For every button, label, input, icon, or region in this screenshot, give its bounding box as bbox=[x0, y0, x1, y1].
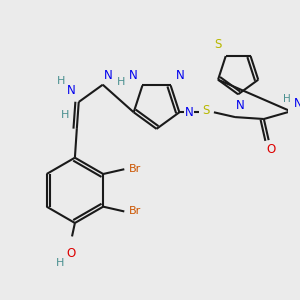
Text: H: H bbox=[283, 94, 291, 104]
Text: N: N bbox=[67, 84, 75, 97]
Text: N: N bbox=[184, 106, 193, 119]
Text: N: N bbox=[176, 69, 184, 82]
Text: H: H bbox=[117, 76, 125, 87]
Text: O: O bbox=[66, 247, 76, 260]
Text: Br: Br bbox=[129, 206, 141, 217]
Text: S: S bbox=[214, 38, 222, 51]
Text: H: H bbox=[61, 110, 70, 120]
Text: O: O bbox=[266, 143, 275, 156]
Text: N: N bbox=[104, 69, 113, 82]
Text: H: H bbox=[56, 258, 65, 268]
Text: N: N bbox=[294, 97, 300, 110]
Text: H: H bbox=[57, 76, 66, 86]
Text: S: S bbox=[202, 104, 210, 117]
Text: Br: Br bbox=[129, 164, 141, 174]
Text: N: N bbox=[128, 69, 137, 82]
Text: N: N bbox=[236, 99, 244, 112]
